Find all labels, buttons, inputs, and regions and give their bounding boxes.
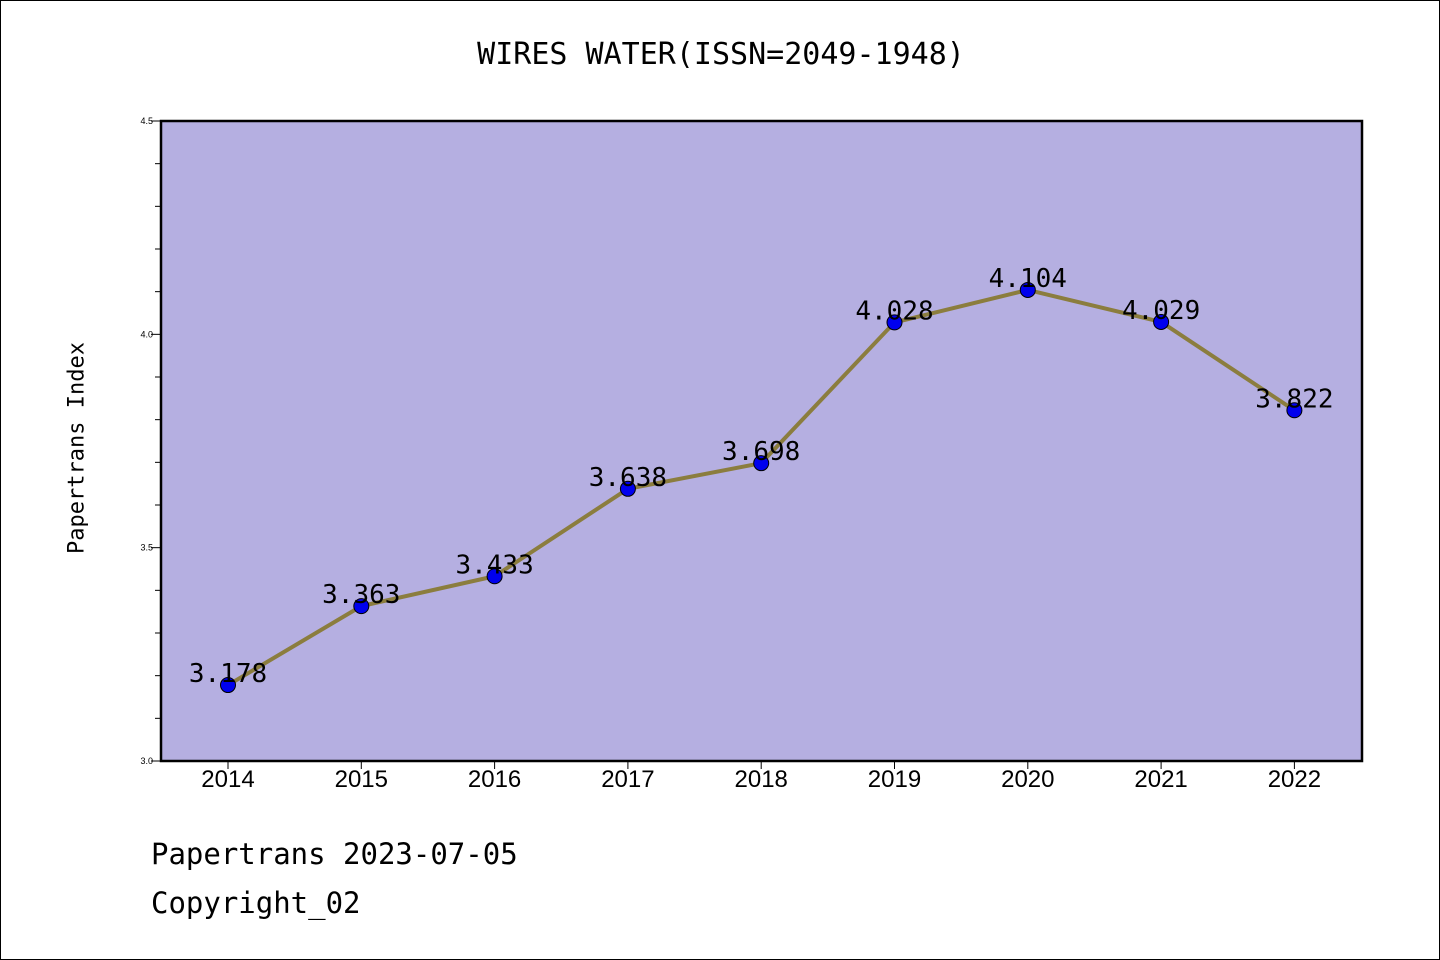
data-point xyxy=(1286,402,1303,419)
x-tick-label: 2014 xyxy=(201,766,254,793)
y-tick-label: 3.0 xyxy=(140,756,153,766)
x-tick-label: 2018 xyxy=(735,766,788,793)
y-tick-label: 4.0 xyxy=(140,329,153,339)
data-point xyxy=(353,598,370,615)
x-tick-label: 2016 xyxy=(468,766,521,793)
data-point xyxy=(1019,281,1036,298)
data-label: 3.178 xyxy=(189,659,267,689)
data-point xyxy=(220,677,236,694)
x-tick-label: 2015 xyxy=(335,766,388,793)
data-label: 4.029 xyxy=(1122,296,1200,326)
x-tick-label: 2021 xyxy=(1134,766,1187,793)
data-label: 4.104 xyxy=(989,264,1067,294)
x-tick-label: 2017 xyxy=(601,766,654,793)
data-label: 3.363 xyxy=(322,580,400,610)
data-label: 3.638 xyxy=(589,463,667,493)
data-point xyxy=(1153,313,1170,330)
plot-area xyxy=(161,121,1362,761)
data-point xyxy=(619,480,636,497)
data-label: 3.822 xyxy=(1255,384,1333,414)
x-tick-label: 2022 xyxy=(1268,766,1321,793)
data-label: 3.698 xyxy=(722,437,800,467)
data-label: 3.433 xyxy=(455,550,533,580)
x-tick-label: 2020 xyxy=(1001,766,1054,793)
chart-title: WIRES WATER(ISSN=2049-1948) xyxy=(477,37,965,72)
plot-border xyxy=(159,119,1364,763)
footer-copyright: Copyright_02 xyxy=(151,886,361,920)
y-tick-label: 4.5 xyxy=(140,116,153,126)
footer-date: Papertrans 2023-07-05 xyxy=(151,837,518,871)
x-tick-label: 2019 xyxy=(868,766,921,793)
data-point xyxy=(886,314,903,331)
data-label: 4.028 xyxy=(855,296,933,326)
data-point xyxy=(753,455,770,472)
data-point xyxy=(486,568,503,585)
y-tick-label: 3.5 xyxy=(140,543,153,553)
